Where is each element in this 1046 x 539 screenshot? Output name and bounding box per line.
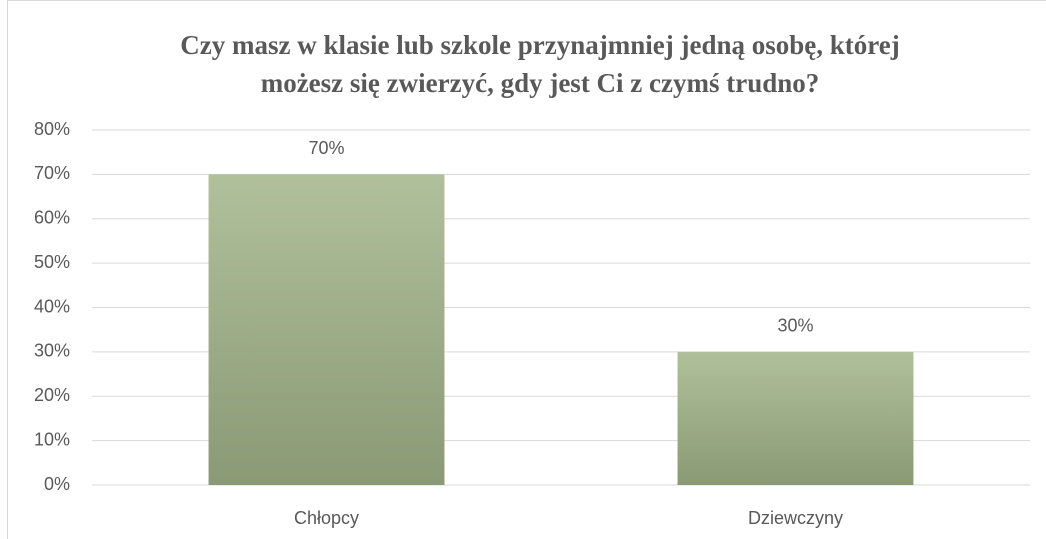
- chart-border: [7, 0, 1046, 539]
- chart-title: Czy masz w klasie lub szkole przynajmnie…: [180, 30, 899, 60]
- y-tick-label: 0%: [44, 474, 70, 494]
- bar: [208, 174, 445, 485]
- y-tick-label: 60%: [34, 208, 70, 228]
- y-tick-label: 10%: [34, 429, 70, 449]
- y-tick-label: 30%: [34, 341, 70, 361]
- bar: [677, 351, 914, 485]
- x-tick-label: Chłopcy: [294, 508, 359, 528]
- data-label: 70%: [308, 138, 344, 158]
- y-tick-label: 50%: [34, 252, 70, 272]
- y-tick-label: 40%: [34, 296, 70, 316]
- y-tick-label: 80%: [34, 119, 70, 139]
- y-tick-label: 20%: [34, 385, 70, 405]
- chart-title: możesz się zwierzyć, gdy jest Ci z czymś…: [261, 68, 820, 98]
- x-tick-label: Dziewczyny: [748, 508, 843, 528]
- y-tick-label: 70%: [34, 163, 70, 183]
- data-label: 30%: [777, 316, 813, 336]
